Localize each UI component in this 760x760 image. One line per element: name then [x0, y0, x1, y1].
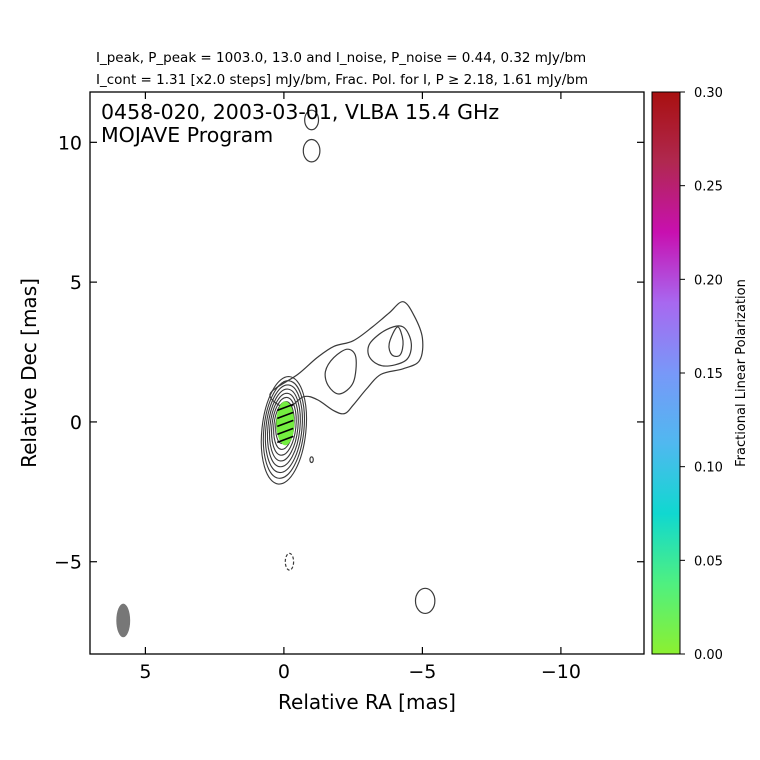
y-axis-label: Relative Dec [mas]	[17, 278, 41, 468]
isolated-contour-4	[284, 552, 295, 571]
source-title: 0458-020, 2003-03-01, VLBA 15.4 GHz	[101, 100, 499, 124]
x-tick-label: 0	[278, 661, 290, 683]
y-tick-label: 0	[70, 412, 82, 434]
contour-layer	[116, 109, 436, 638]
colorbar-ticks: 0.00 0.05 0.10 0.15 0.20 0.25 0.30	[680, 86, 723, 663]
colorbar-tick-label: 0.25	[694, 180, 723, 195]
x-tick-label: −5	[408, 661, 436, 683]
colorbar-tick-label: 0.05	[694, 554, 723, 569]
colorbar-label: Fractional Linear Polarization	[734, 279, 749, 467]
jet-contour-3	[367, 325, 412, 367]
beam-ellipse	[116, 603, 131, 638]
core-contour	[260, 376, 308, 485]
evpa-vector	[277, 411, 294, 420]
evpa-vector	[277, 419, 294, 428]
x-tick-label: −10	[541, 661, 581, 683]
program-title: MOJAVE Program	[101, 123, 273, 147]
colorbar-tick-label: 0.30	[694, 86, 723, 101]
jet-contour-2	[324, 348, 357, 395]
core-contour	[268, 392, 299, 462]
evpa-vector	[277, 403, 294, 412]
colorbar-tick-label: 0.00	[694, 648, 723, 663]
y-tick-label: 10	[58, 132, 82, 154]
core-contour	[264, 384, 303, 474]
core-contour	[262, 380, 305, 479]
colorbar-tick-label: 0.15	[694, 367, 723, 382]
jet-contour-4	[388, 326, 404, 358]
core-contour	[271, 396, 297, 456]
jet-contour-1	[269, 301, 424, 415]
y-tick-label: 5	[70, 272, 82, 294]
header-line-2: I_cont = 1.31 [x2.0 steps] mJy/bm, Frac.…	[96, 72, 588, 88]
axis-ticks: 5 0 −5 −10 10 5 0 −5	[54, 92, 644, 683]
core-contour	[266, 388, 301, 468]
isolated-contour-1	[304, 109, 320, 131]
x-axis-label: Relative RA [mas]	[278, 690, 456, 714]
isolated-contour-2	[302, 138, 321, 163]
colorbar-tick-label: 0.20	[694, 273, 723, 288]
evpa-vector	[277, 435, 294, 444]
isolated-contour-3	[414, 587, 436, 615]
isolated-contour-5	[309, 456, 314, 464]
evpa-vector	[277, 427, 294, 436]
y-tick-label: −5	[54, 552, 82, 574]
colorbar	[651, 91, 681, 655]
header-line-1: I_peak, P_peak = 1003.0, 13.0 and I_nois…	[96, 50, 586, 66]
x-tick-label: 5	[139, 661, 151, 683]
colorbar-tick-label: 0.10	[694, 461, 723, 476]
plot-frame	[89, 91, 645, 655]
